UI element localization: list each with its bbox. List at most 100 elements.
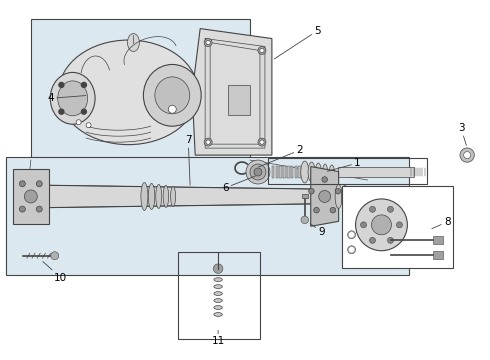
Circle shape — [36, 206, 42, 212]
Bar — [228, 85, 250, 115]
Circle shape — [260, 48, 264, 53]
Ellipse shape — [163, 185, 169, 207]
Ellipse shape — [316, 163, 321, 181]
Circle shape — [369, 206, 375, 212]
Circle shape — [318, 190, 331, 202]
Polygon shape — [13, 168, 49, 224]
Ellipse shape — [58, 81, 88, 116]
Bar — [272, 166, 274, 178]
Ellipse shape — [155, 77, 190, 114]
Circle shape — [460, 148, 474, 162]
Bar — [433, 236, 443, 244]
Ellipse shape — [214, 299, 222, 302]
Text: 8: 8 — [432, 217, 450, 229]
Circle shape — [356, 199, 407, 251]
Circle shape — [20, 181, 25, 187]
Circle shape — [20, 206, 25, 212]
Bar — [178, 252, 260, 339]
Circle shape — [206, 40, 210, 45]
Ellipse shape — [59, 40, 198, 145]
Circle shape — [347, 246, 356, 254]
Circle shape — [388, 237, 393, 243]
Text: 11: 11 — [212, 330, 225, 346]
Circle shape — [246, 160, 270, 184]
Bar — [298, 166, 301, 178]
Polygon shape — [29, 185, 312, 208]
Ellipse shape — [141, 183, 148, 210]
Circle shape — [260, 140, 264, 144]
Ellipse shape — [144, 64, 201, 126]
Circle shape — [371, 215, 392, 235]
Circle shape — [388, 206, 393, 212]
Text: 2: 2 — [259, 145, 303, 167]
Circle shape — [204, 138, 212, 146]
Ellipse shape — [329, 165, 334, 179]
Ellipse shape — [308, 162, 315, 182]
Bar — [276, 166, 278, 178]
Circle shape — [301, 216, 309, 224]
Ellipse shape — [335, 184, 342, 208]
Circle shape — [335, 188, 341, 194]
Bar — [283, 166, 286, 178]
Text: 6: 6 — [222, 176, 255, 193]
Circle shape — [36, 181, 42, 187]
Bar — [302, 194, 308, 198]
Circle shape — [59, 82, 64, 87]
Ellipse shape — [214, 312, 222, 316]
Circle shape — [51, 252, 59, 260]
Circle shape — [81, 82, 86, 87]
Bar — [268, 158, 427, 184]
Circle shape — [349, 233, 354, 237]
Bar — [6, 157, 409, 275]
Circle shape — [213, 264, 223, 274]
Circle shape — [347, 231, 356, 239]
Circle shape — [349, 248, 354, 252]
Bar — [279, 166, 282, 178]
Text: 9: 9 — [310, 224, 325, 237]
Circle shape — [314, 207, 319, 213]
Ellipse shape — [322, 164, 328, 180]
Polygon shape — [338, 167, 415, 177]
Ellipse shape — [342, 185, 348, 207]
Circle shape — [76, 120, 81, 125]
Circle shape — [254, 168, 262, 176]
Circle shape — [258, 138, 266, 146]
Ellipse shape — [348, 186, 354, 206]
Text: 1: 1 — [327, 158, 361, 171]
Bar — [291, 166, 294, 178]
Ellipse shape — [50, 72, 95, 124]
Circle shape — [86, 123, 91, 128]
Circle shape — [59, 109, 64, 114]
Text: 5: 5 — [274, 26, 321, 59]
Bar — [294, 166, 297, 178]
Circle shape — [369, 237, 375, 243]
Circle shape — [250, 164, 266, 180]
Circle shape — [206, 140, 210, 144]
Bar — [287, 166, 290, 178]
Circle shape — [330, 207, 336, 213]
Ellipse shape — [148, 184, 155, 210]
Bar — [31, 19, 250, 160]
Circle shape — [309, 188, 314, 194]
Ellipse shape — [354, 188, 360, 206]
Circle shape — [258, 46, 266, 54]
Ellipse shape — [361, 189, 366, 204]
Bar — [342, 186, 453, 268]
Circle shape — [204, 39, 212, 46]
Ellipse shape — [214, 306, 222, 309]
Circle shape — [322, 177, 327, 182]
Circle shape — [361, 222, 367, 228]
Circle shape — [464, 152, 470, 159]
Circle shape — [81, 109, 86, 114]
Polygon shape — [311, 167, 339, 226]
Circle shape — [24, 190, 37, 203]
Text: 7: 7 — [185, 135, 192, 185]
Ellipse shape — [301, 161, 309, 183]
Circle shape — [396, 222, 402, 228]
Ellipse shape — [156, 184, 162, 208]
Polygon shape — [192, 28, 272, 155]
Text: 10: 10 — [43, 262, 67, 283]
Bar — [433, 251, 443, 259]
Circle shape — [168, 105, 176, 113]
Polygon shape — [362, 186, 394, 206]
